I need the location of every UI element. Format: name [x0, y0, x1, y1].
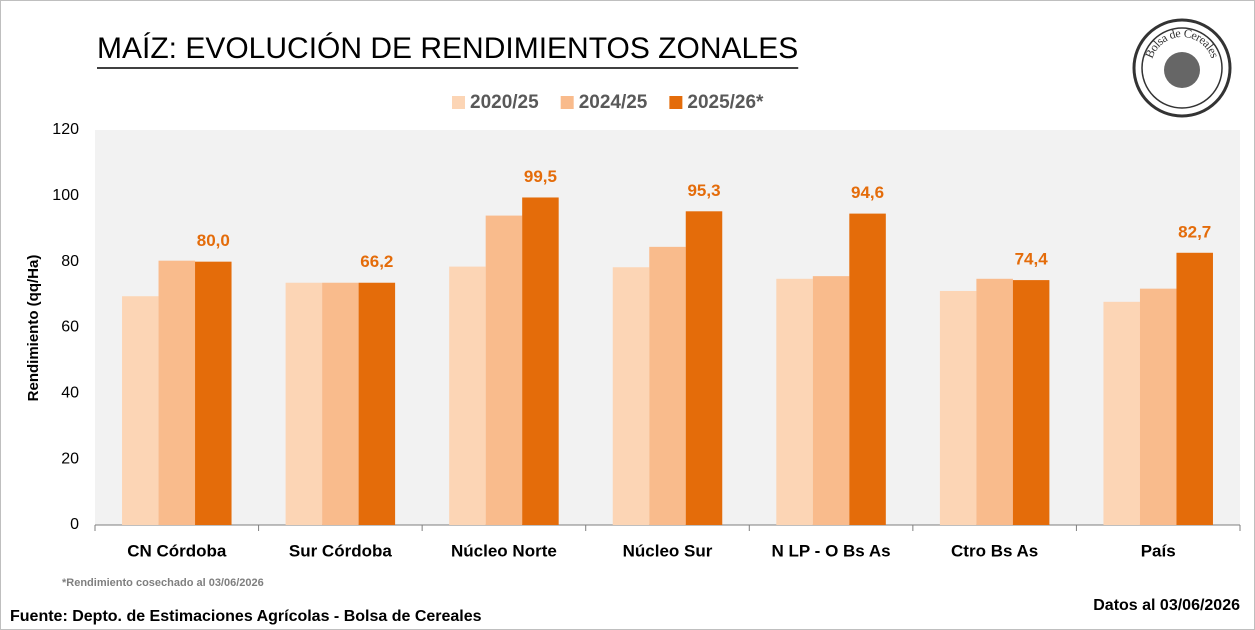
- bar: [976, 278, 1013, 525]
- x-tick-label: País: [1141, 541, 1176, 560]
- bar: [849, 213, 886, 525]
- bar: [285, 282, 323, 525]
- legend-label: 2025/26*: [687, 92, 764, 113]
- x-tick-label: Sur Córdoba: [289, 541, 392, 560]
- bar: [322, 282, 359, 525]
- data-label: 99,5: [524, 167, 557, 186]
- date-note: Datos al 03/06/2026: [1093, 597, 1240, 614]
- y-tick-label: 60: [61, 319, 79, 336]
- legend-label: 2020/25: [470, 92, 539, 113]
- bar: [358, 282, 396, 525]
- data-label: 66,2: [360, 252, 393, 271]
- bar: [776, 278, 813, 525]
- y-tick-label: 20: [61, 450, 79, 467]
- bar: [195, 261, 232, 525]
- x-tick-label: Núcleo Norte: [451, 541, 557, 560]
- y-tick-label: 40: [61, 385, 79, 402]
- x-tick-label: Ctro Bs As: [951, 541, 1038, 560]
- logo-ring: [1141, 27, 1223, 109]
- bar: [939, 290, 977, 525]
- legend-swatch: [452, 96, 465, 109]
- source: Fuente: Depto. de Estimaciones Agrícolas…: [10, 608, 482, 625]
- bar: [1176, 252, 1213, 525]
- legend-swatch: [669, 96, 683, 109]
- y-tick-label: 100: [52, 187, 79, 204]
- bar: [485, 215, 523, 526]
- data-label: 95,3: [687, 181, 720, 200]
- y-axis-label: Rendimiento (qq/Ha): [25, 255, 42, 402]
- x-tick-label: Núcleo Sur: [623, 541, 713, 560]
- logo: Bolsa de Cereales: [1132, 18, 1232, 118]
- bar: [449, 266, 486, 525]
- y-tick-label: 0: [70, 516, 79, 533]
- bar: [812, 276, 850, 525]
- bar: [522, 197, 559, 525]
- bar: [122, 296, 159, 525]
- y-tick-label: 120: [52, 121, 79, 138]
- data-label: 80,0: [197, 231, 230, 250]
- data-label: 82,7: [1178, 222, 1211, 241]
- footnote: *Rendimiento cosechado al 03/06/2026: [62, 577, 264, 589]
- legend-label: 2024/25: [579, 92, 648, 113]
- logo-figure: [1164, 52, 1200, 88]
- x-tick-label: N LP - O Bs As: [772, 541, 891, 560]
- bar: [1012, 280, 1050, 525]
- y-tick-label: 80: [61, 253, 79, 270]
- bar: [612, 267, 650, 525]
- chart-title: MAÍZ: EVOLUCIÓN DE RENDIMIENTOS ZONALES: [97, 32, 798, 65]
- legend-swatch: [560, 96, 574, 109]
- bar: [1103, 301, 1140, 525]
- x-tick-label: CN Córdoba: [127, 541, 227, 560]
- bar: [158, 260, 196, 525]
- data-label: 74,4: [1015, 250, 1049, 269]
- bar: [649, 246, 686, 525]
- bar: [685, 211, 723, 525]
- data-label: 94,6: [851, 183, 884, 202]
- bar: [1139, 288, 1177, 525]
